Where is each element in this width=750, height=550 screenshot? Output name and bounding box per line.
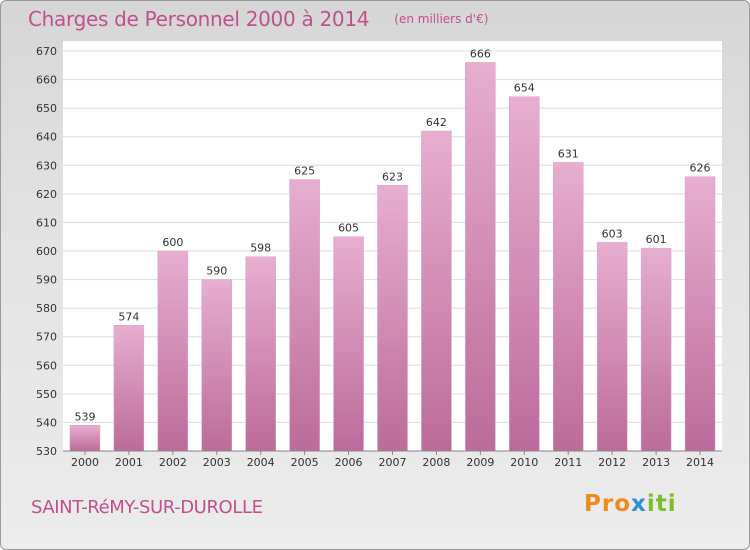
bar-value-label: 666 bbox=[470, 47, 491, 60]
logo-part-1: Pro bbox=[584, 491, 632, 517]
bar bbox=[684, 176, 716, 452]
bar bbox=[69, 425, 101, 452]
bar bbox=[421, 130, 452, 452]
x-tick-label: 2013 bbox=[642, 456, 670, 469]
bar-value-label: 654 bbox=[514, 82, 535, 95]
y-tick-label: 530 bbox=[36, 445, 57, 458]
y-tick-label: 560 bbox=[36, 359, 57, 372]
chart-subtitle: (en milliers d'€) bbox=[394, 12, 489, 26]
bar-value-label: 642 bbox=[426, 116, 447, 129]
y-tick-label: 600 bbox=[36, 245, 57, 258]
proxiti-logo: Proxiti bbox=[584, 491, 677, 517]
y-tick-label: 670 bbox=[36, 45, 57, 58]
bar bbox=[596, 242, 628, 452]
y-tick-label: 660 bbox=[36, 74, 57, 87]
bar-value-label: 605 bbox=[338, 222, 359, 235]
x-tick-label: 2004 bbox=[247, 456, 275, 469]
bar-value-label: 603 bbox=[602, 227, 623, 240]
bar-value-label: 623 bbox=[382, 170, 403, 183]
chart-title: Charges de Personnel 2000 à 2014 (en mil… bbox=[28, 7, 488, 31]
bar-value-label: 539 bbox=[74, 410, 95, 423]
bar-value-label: 590 bbox=[206, 265, 227, 278]
y-tick-label: 650 bbox=[36, 102, 57, 115]
commune-name: SAINT-RéMY-SUR-DUROLLE bbox=[31, 497, 263, 518]
logo-part-3: iti bbox=[646, 491, 677, 517]
bar bbox=[377, 185, 408, 452]
bar-value-label: 600 bbox=[162, 236, 183, 249]
x-tick-label: 2005 bbox=[291, 456, 319, 469]
y-tick-label: 570 bbox=[36, 331, 57, 344]
x-tick-label: 2012 bbox=[598, 456, 626, 469]
bar bbox=[157, 250, 189, 452]
bar bbox=[465, 62, 496, 452]
x-tick-label: 2010 bbox=[510, 456, 538, 469]
x-tick-label: 2011 bbox=[554, 456, 582, 469]
x-tick-label: 2001 bbox=[115, 456, 143, 469]
logo-part-2: x bbox=[631, 491, 647, 517]
bar bbox=[509, 96, 540, 452]
y-tick-label: 550 bbox=[36, 388, 57, 401]
y-tick-label: 590 bbox=[36, 274, 57, 287]
bar bbox=[552, 162, 584, 452]
x-tick-label: 2003 bbox=[203, 456, 231, 469]
bar bbox=[201, 279, 233, 452]
y-tick-label: 580 bbox=[36, 302, 57, 315]
y-tick-label: 540 bbox=[36, 416, 57, 429]
y-tick-label: 610 bbox=[36, 216, 57, 229]
y-tick-label: 630 bbox=[36, 159, 57, 172]
bar bbox=[333, 236, 364, 452]
x-tick-label: 2014 bbox=[686, 456, 714, 469]
bar-value-label: 598 bbox=[250, 242, 271, 255]
bar-value-label: 626 bbox=[690, 162, 711, 175]
bar bbox=[113, 325, 145, 452]
x-tick-label: 2007 bbox=[379, 456, 407, 469]
bar-value-label: 625 bbox=[294, 165, 315, 178]
x-tick-label: 2009 bbox=[466, 456, 494, 469]
bar bbox=[640, 247, 672, 452]
x-tick-label: 2000 bbox=[71, 456, 99, 469]
bar-value-label: 574 bbox=[118, 310, 139, 323]
chart-title-main: Charges de Personnel 2000 à 2014 bbox=[28, 7, 370, 31]
x-tick-label: 2002 bbox=[159, 456, 187, 469]
x-tick-label: 2008 bbox=[422, 456, 450, 469]
bar-value-label: 631 bbox=[558, 147, 579, 160]
bar-value-label: 601 bbox=[646, 233, 667, 246]
x-tick-label: 2006 bbox=[335, 456, 363, 469]
y-tick-label: 640 bbox=[36, 131, 57, 144]
y-tick-label: 620 bbox=[36, 188, 57, 201]
bar bbox=[289, 179, 320, 452]
bar bbox=[245, 256, 276, 452]
